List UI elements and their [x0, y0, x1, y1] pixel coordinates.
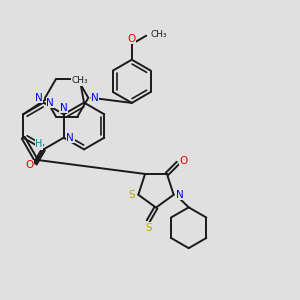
Text: H: H [35, 139, 43, 149]
Text: CH₃: CH₃ [71, 76, 88, 85]
Text: N: N [46, 98, 54, 108]
Text: N: N [34, 93, 42, 103]
Text: N: N [91, 93, 99, 103]
Text: N: N [176, 190, 184, 200]
Text: O: O [179, 156, 188, 167]
Text: O: O [128, 34, 136, 44]
Text: S: S [128, 190, 135, 200]
Text: O: O [26, 160, 34, 170]
Text: S: S [145, 223, 152, 233]
Text: CH₃: CH₃ [151, 30, 167, 39]
Text: N: N [60, 103, 68, 113]
Text: N: N [67, 133, 74, 143]
